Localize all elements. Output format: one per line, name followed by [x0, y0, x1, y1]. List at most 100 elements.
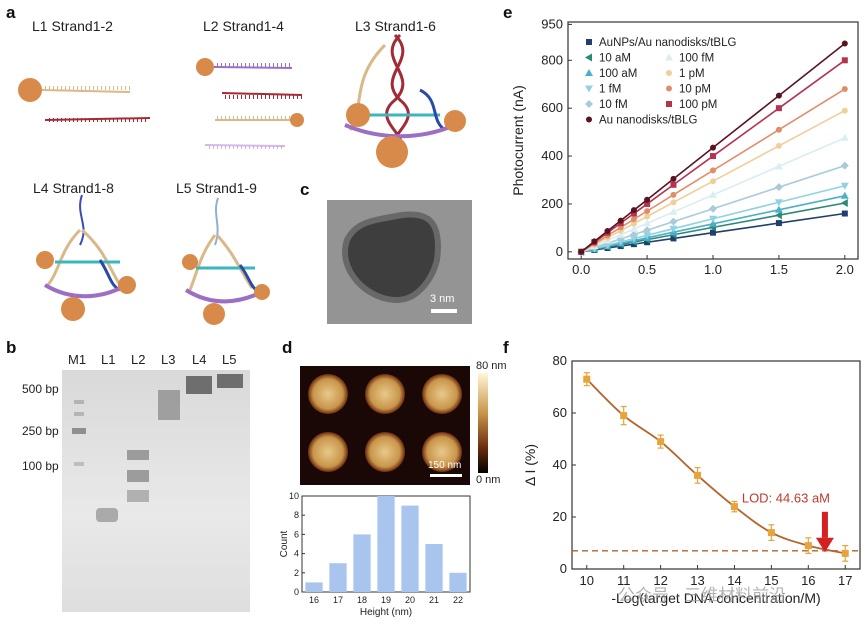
e-legend-marker: [666, 70, 672, 76]
e-point: [841, 86, 848, 93]
e-point: [709, 215, 717, 223]
f-point: [694, 471, 702, 479]
e-legend-label: 10 aM: [599, 53, 631, 65]
e-point: [644, 239, 651, 246]
e-point: [709, 204, 717, 213]
hist-bar: [305, 582, 323, 592]
hist-xlabel: Height (nm): [360, 607, 412, 618]
e-point: [630, 220, 637, 227]
l5-tetrahedron: [182, 197, 270, 325]
e-point: [775, 92, 782, 99]
e-point: [643, 232, 652, 240]
e-point: [840, 133, 849, 141]
e-point: [710, 144, 716, 151]
e-legend-marker: [666, 85, 672, 92]
watermark: 公众号 · 三维材料前沿: [618, 586, 787, 605]
afm-image: 150 nm: [300, 366, 470, 485]
e-point: [669, 225, 678, 233]
f-ytick: 0: [560, 561, 567, 576]
e-legend-label: 100 fM: [679, 53, 714, 65]
e-point: [644, 213, 651, 220]
f-xtick: 14: [727, 573, 741, 588]
e-legend-label: AuNPs/Au nanodisks/tBLG: [599, 37, 736, 49]
e-ylabel: Photocurrent (nA): [510, 85, 526, 196]
l1-strands: [18, 78, 151, 122]
e-legend-label: 100 aM: [599, 68, 637, 80]
l2-strands: [196, 58, 304, 149]
e-point: [670, 235, 677, 242]
e-ytick: 200: [541, 196, 563, 211]
gel-image: [62, 370, 250, 612]
e-legend-marker: [586, 39, 592, 45]
e-point: [840, 161, 849, 170]
lane-l4: L4: [192, 352, 207, 367]
e-point: [670, 191, 677, 198]
e-xtick: 1.0: [704, 262, 722, 277]
e-point: [669, 207, 678, 215]
f-xtick: 10: [580, 573, 594, 588]
panel-a-label-l3: L3 Strand1-6: [355, 18, 436, 34]
panel-b-letter: b: [6, 338, 17, 357]
afm-scalebar: 150 nm: [428, 460, 462, 471]
f-xlabel: -Log(target DNA concentration/M): [611, 590, 820, 606]
panel-c-letter: c: [300, 180, 310, 199]
hist-xtick: 18: [357, 595, 367, 605]
e-point: [629, 230, 638, 239]
e-point: [670, 181, 677, 188]
tem-scalebar: 3 nm: [430, 293, 455, 305]
f-ytick: 80: [553, 353, 567, 368]
e-point: [643, 226, 652, 235]
e-xtick: 1.5: [770, 262, 788, 277]
hist-bar: [377, 496, 395, 592]
e-legend-marker: [585, 100, 593, 108]
l3-tetrahedron: [344, 33, 466, 168]
height-histogram: 16 17 18 19 20 21 22 0 2 4 6 8 10 Height (nm) Count: [280, 491, 471, 618]
f-point: [767, 529, 775, 537]
e-point: [774, 205, 783, 213]
f-xtick: 15: [764, 573, 778, 588]
afm-colorbar: [478, 373, 488, 473]
e-xtick: 0.5: [638, 262, 656, 277]
f-ytick: 60: [553, 405, 567, 420]
f-lod-arrow-shaft: [821, 511, 828, 538]
e-legend-label: 1 pM: [679, 68, 705, 80]
e-ytick: 0: [556, 244, 563, 259]
e-point: [775, 126, 782, 133]
hist-xtick: 20: [405, 595, 415, 605]
f-ytick: 40: [553, 457, 567, 472]
e-point: [710, 178, 716, 185]
panel-a-letter: a: [6, 3, 16, 22]
panel-a-label-l4: L4 Strand1-8: [33, 180, 114, 196]
e-point: [841, 40, 848, 47]
hist-bar: [401, 505, 419, 592]
e-legend-marker: [585, 69, 593, 76]
f-xtick: 17: [838, 573, 852, 588]
e-point: [644, 200, 651, 207]
panel-a-illustration: [18, 33, 466, 325]
hist-ytick: 6: [294, 529, 299, 539]
e-point: [629, 235, 638, 243]
e-legend-marker: [585, 53, 592, 62]
e-point: [617, 217, 624, 224]
e-point: [644, 196, 651, 203]
panel-d-letter: d: [282, 338, 293, 357]
f-point: [804, 542, 812, 550]
e-point: [630, 210, 637, 217]
e-point: [841, 107, 848, 114]
e-legend-marker: [586, 116, 592, 123]
e-point: [670, 199, 677, 206]
hist-ytick: 10: [289, 491, 299, 501]
gel-bands: [72, 374, 243, 522]
e-point: [709, 190, 717, 198]
e-point: [630, 207, 637, 214]
e-legend-label: Au nanodisks/tBLG: [599, 115, 698, 127]
e-series-line: [580, 59, 846, 253]
e-point: [710, 167, 716, 174]
e-ytick: 800: [541, 52, 563, 67]
hist-xtick: 16: [309, 595, 319, 605]
e-point: [840, 198, 848, 207]
panel-f-letter: f: [503, 338, 509, 357]
e-point: [775, 105, 782, 112]
e-point: [630, 216, 637, 223]
e-series-line: [580, 88, 846, 253]
